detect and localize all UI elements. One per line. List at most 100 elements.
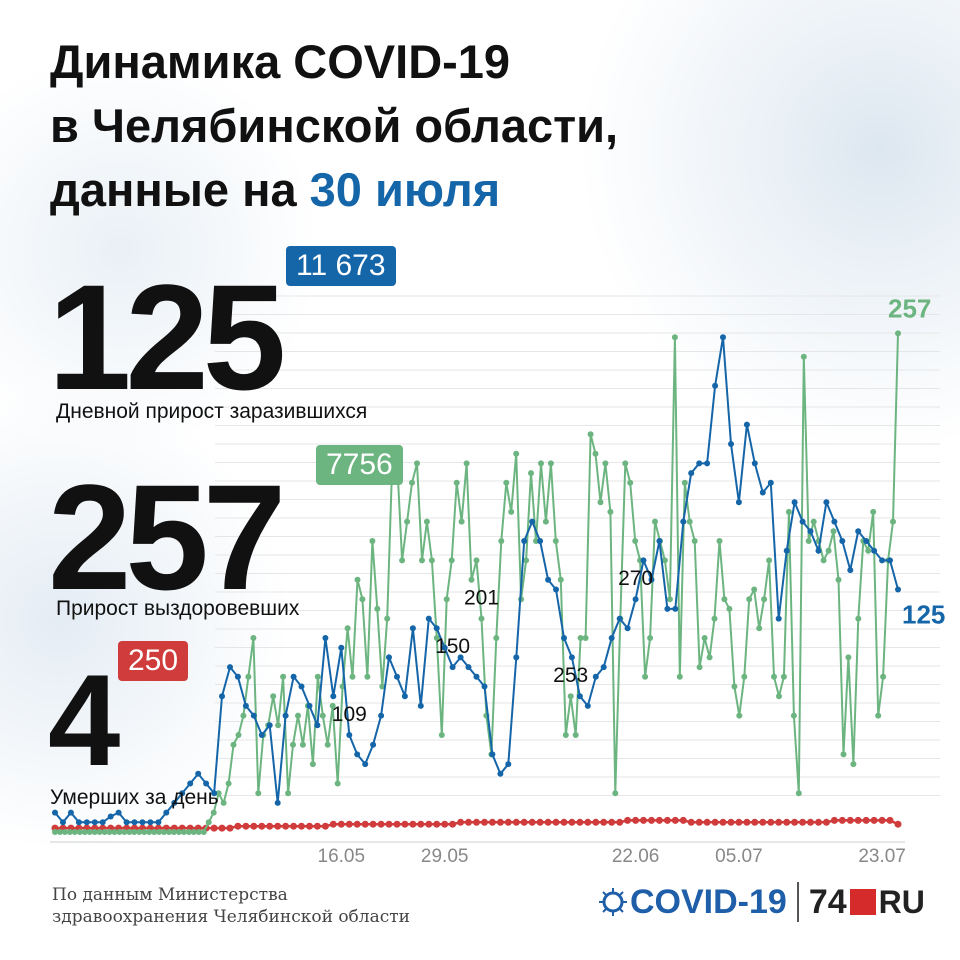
series-point	[894, 820, 902, 828]
series-point	[370, 741, 377, 748]
series-point	[180, 829, 187, 835]
series-point	[807, 818, 814, 826]
series-point	[624, 816, 632, 824]
series-point	[51, 824, 59, 832]
series-point	[671, 334, 678, 341]
series-point	[275, 722, 282, 729]
series-point	[568, 818, 576, 826]
series-point	[298, 683, 305, 690]
series-point	[423, 518, 430, 525]
series-point	[409, 479, 415, 486]
series-point	[473, 557, 480, 564]
page-title: Динамика COVID-19 в Челябинской области,…	[50, 30, 618, 222]
series-point	[552, 818, 560, 826]
series-point	[652, 518, 658, 525]
series-point	[518, 596, 525, 603]
series-point	[716, 538, 723, 544]
series-point	[545, 576, 552, 583]
series-point	[457, 818, 465, 826]
recovered-label: Прирост выздоровевших	[56, 597, 300, 620]
series-point	[567, 693, 574, 700]
series-point	[75, 819, 82, 826]
series-point	[107, 824, 115, 832]
series-point	[57, 829, 63, 835]
series-point	[473, 673, 480, 680]
series-point	[162, 824, 170, 832]
series-point	[735, 499, 742, 506]
series-point	[329, 820, 337, 828]
series-point	[226, 824, 234, 832]
series-point	[322, 635, 329, 641]
series-point	[830, 528, 837, 535]
series-point	[785, 508, 792, 515]
series-point	[761, 596, 768, 603]
series-point	[481, 683, 488, 690]
series-point	[473, 818, 480, 826]
series-point	[488, 818, 496, 826]
series-point	[67, 824, 75, 832]
series-point	[91, 829, 98, 835]
series-point	[379, 683, 386, 690]
series-point	[166, 829, 173, 835]
series-point	[681, 479, 688, 486]
series-point	[790, 712, 797, 719]
source-line-2: здравоохранения Челябинской области	[52, 907, 410, 927]
series-point	[878, 816, 886, 824]
series-point	[825, 547, 832, 554]
series-point	[727, 818, 735, 826]
series-point	[780, 673, 787, 680]
series-point	[800, 353, 807, 360]
series-point	[235, 732, 242, 738]
x-tick-label: 16.05	[318, 846, 366, 867]
series-point	[721, 596, 728, 603]
series-point	[425, 615, 432, 622]
series-point	[529, 518, 536, 525]
series-point	[771, 673, 777, 680]
series-point	[582, 635, 589, 641]
series-point	[116, 829, 123, 835]
series-point	[885, 557, 892, 564]
series-point	[845, 654, 852, 661]
series-point	[274, 799, 281, 806]
virus-icon	[599, 888, 627, 916]
series-point	[230, 741, 237, 748]
series-point	[52, 829, 58, 835]
series-point	[835, 576, 842, 583]
series-point	[642, 673, 649, 680]
series-point	[520, 818, 528, 826]
series-point	[266, 822, 274, 830]
series-point	[161, 829, 168, 835]
logo-divider	[796, 882, 799, 922]
series-point	[361, 820, 369, 828]
series-point	[250, 822, 258, 830]
series-point	[141, 829, 148, 835]
series-point	[457, 654, 464, 661]
series-point	[592, 673, 599, 680]
series-point	[839, 538, 846, 544]
series-line-2	[55, 819, 899, 830]
series-point	[285, 790, 292, 797]
series-point	[632, 538, 639, 544]
series-point	[313, 822, 321, 830]
series-point	[637, 557, 644, 564]
series-point	[513, 450, 520, 457]
series-point	[86, 829, 93, 835]
series-point	[131, 829, 138, 835]
series-point	[863, 538, 870, 544]
series-point	[121, 829, 128, 835]
series-point	[428, 557, 435, 564]
series-point	[463, 460, 470, 467]
series-point	[324, 741, 331, 748]
series-point	[465, 664, 472, 671]
series-point	[728, 441, 734, 447]
series-point	[210, 809, 217, 816]
series-point	[743, 421, 750, 428]
series-point	[655, 816, 663, 824]
series-point	[607, 508, 614, 515]
series-point	[657, 538, 663, 544]
series-point	[448, 557, 455, 564]
series-point	[528, 818, 536, 826]
series-point	[672, 605, 679, 612]
series-point	[731, 683, 738, 690]
series-point	[242, 822, 250, 830]
